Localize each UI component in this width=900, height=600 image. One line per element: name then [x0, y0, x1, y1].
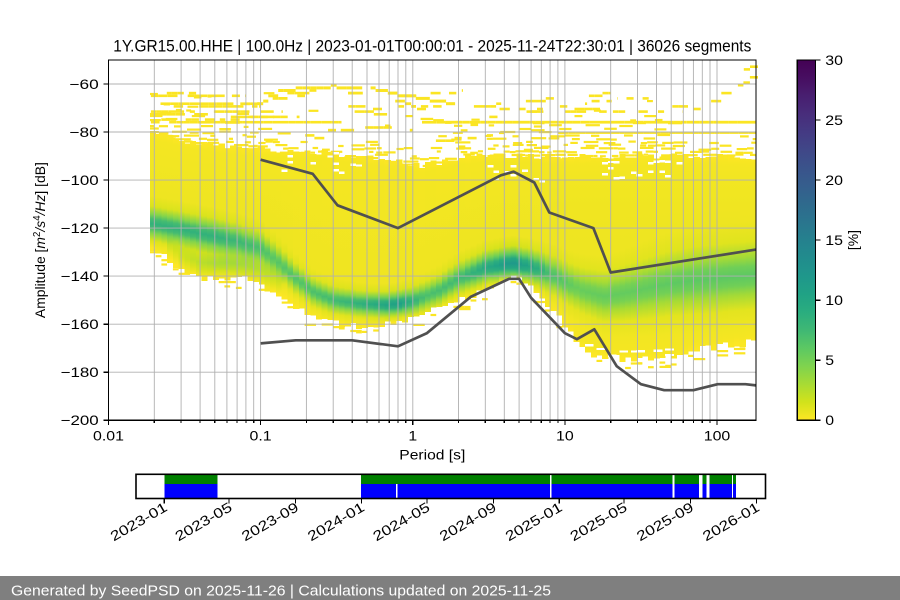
svg-text:100: 100	[704, 428, 731, 444]
svg-text:0.01: 0.01	[93, 428, 124, 444]
svg-text:Generated by SeedPSD on 2025-1: Generated by SeedPSD on 2025-11-26 | Cal…	[11, 583, 551, 599]
svg-text:−80: −80	[69, 124, 99, 140]
svg-text:10: 10	[825, 292, 843, 308]
svg-text:−160: −160	[61, 316, 99, 332]
svg-text:0: 0	[825, 412, 834, 428]
svg-text:−60: −60	[69, 76, 99, 92]
svg-text:15: 15	[825, 232, 843, 248]
svg-text:−180: −180	[61, 364, 99, 380]
svg-text:−140: −140	[61, 268, 99, 284]
svg-text:10: 10	[556, 428, 574, 444]
svg-text:0.1: 0.1	[250, 428, 272, 444]
svg-text:[%]: [%]	[845, 230, 861, 250]
svg-text:25: 25	[825, 112, 843, 128]
svg-text:Period [s]: Period [s]	[399, 447, 465, 463]
svg-text:1: 1	[408, 428, 417, 444]
svg-text:−120: −120	[61, 220, 99, 236]
svg-text:5: 5	[825, 352, 834, 368]
svg-text:−200: −200	[61, 412, 99, 428]
svg-text:20: 20	[825, 172, 843, 188]
svg-text:1Y.GR15.00.HHE | 100.0Hz | 202: 1Y.GR15.00.HHE | 100.0Hz | 2023-01-01T00…	[113, 37, 751, 56]
svg-text:30: 30	[825, 52, 843, 68]
svg-text:Amplitude [m2/s4/Hz] [dB]: Amplitude [m2/s4/Hz] [dB]	[32, 162, 48, 318]
svg-text:−100: −100	[61, 172, 99, 188]
